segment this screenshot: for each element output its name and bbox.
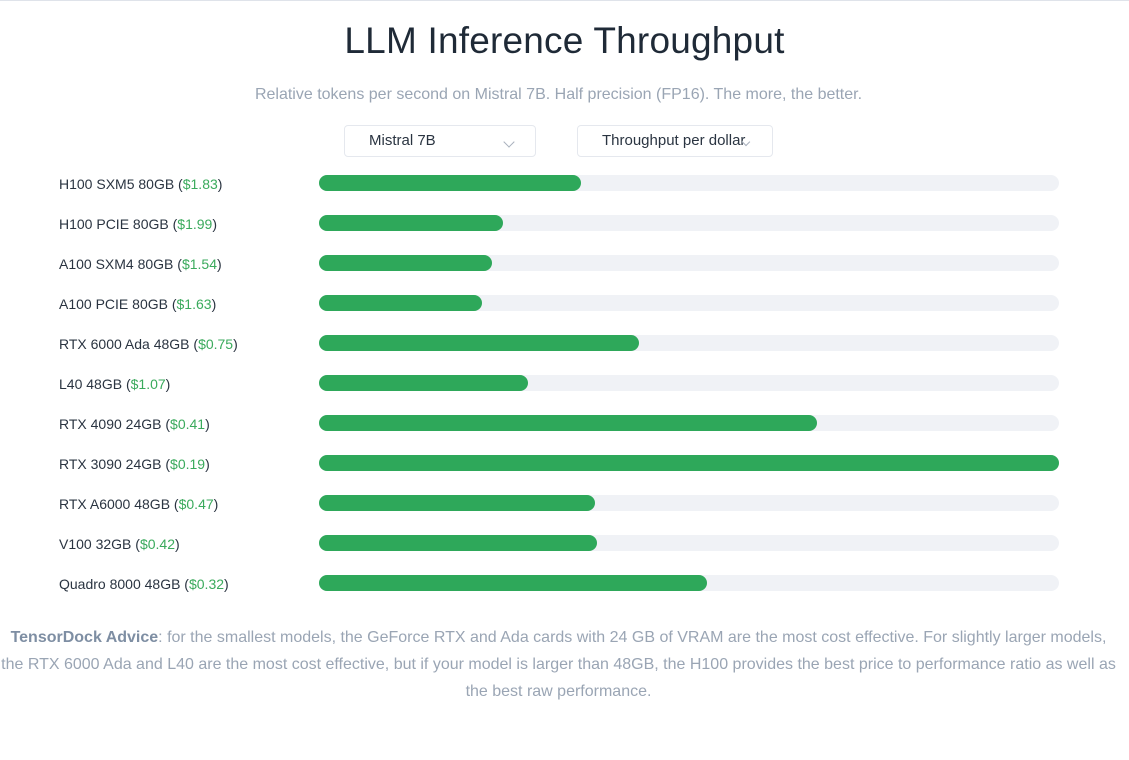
gpu-label: H100 SXM5 80GB ($1.83)	[59, 176, 222, 192]
bar-track	[319, 335, 1059, 351]
model-select[interactable]: Mistral 7B	[344, 125, 536, 157]
gpu-price: $1.99	[177, 216, 213, 232]
gpu-price: $1.83	[182, 176, 218, 192]
paren-close: )	[233, 336, 238, 352]
gpu-name: H100 PCIE 80GB	[59, 216, 169, 232]
gpu-price: $0.42	[139, 536, 175, 552]
gpu-name: A100 PCIE 80GB	[59, 296, 168, 312]
bar	[319, 215, 503, 231]
bar-track	[319, 375, 1059, 391]
chevron-down-icon	[503, 136, 515, 148]
gpu-label: RTX 4090 24GB ($0.41)	[59, 416, 210, 432]
paren-open: (	[170, 496, 179, 512]
chart-subtitle: Relative tokens per second on Mistral 7B…	[254, 86, 863, 103]
gpu-name: L40 48GB	[59, 376, 123, 392]
bar-track	[319, 535, 1059, 551]
gpu-price: $1.63	[176, 296, 212, 312]
gpu-name: V100 32GB	[59, 536, 132, 552]
chart-title: LLM Inference Throughput	[344, 20, 785, 61]
paren-close: )	[224, 576, 229, 592]
paren-close: )	[211, 296, 217, 312]
bar	[319, 255, 492, 271]
paren-open: (	[174, 176, 183, 192]
gpu-name: RTX A6000 48GB	[59, 496, 171, 512]
bar	[319, 335, 639, 351]
bar-track	[319, 255, 1059, 271]
gpu-label: V100 32GB ($0.42)	[59, 536, 180, 552]
metric-select[interactable]: Throughput per dollar	[577, 125, 773, 157]
bar	[319, 175, 581, 191]
paren-close: )	[205, 456, 210, 472]
metric-select-value: Throughput per dollar	[602, 132, 746, 149]
bar-track	[319, 295, 1059, 311]
gpu-name: RTX 3090 24GB	[59, 456, 162, 472]
gpu-label: RTX 3090 24GB ($0.19)	[59, 456, 210, 472]
gpu-price: $1.07	[130, 376, 166, 392]
bar-track	[319, 455, 1059, 471]
gpu-label: RTX A6000 48GB ($0.47)	[59, 496, 218, 512]
bar-track	[319, 215, 1059, 231]
paren-open: (	[189, 336, 199, 352]
gpu-name: A100 SXM4 80GB	[59, 256, 174, 272]
paren-open: (	[180, 576, 189, 592]
paren-open: (	[161, 416, 171, 432]
gpu-name: RTX 6000 Ada 48GB	[59, 336, 190, 352]
top-divider	[0, 0, 1129, 1]
paren-open: (	[168, 216, 178, 232]
gpu-label: H100 PCIE 80GB ($1.99)	[59, 216, 217, 232]
advice-brand: TensorDock Advice	[10, 629, 159, 646]
paren-close: )	[217, 256, 222, 272]
bar-track	[319, 415, 1059, 431]
paren-close: )	[213, 496, 219, 512]
paren-close: )	[165, 376, 171, 392]
gpu-price: $0.75	[198, 336, 234, 352]
gpu-label: A100 SXM4 80GB ($1.54)	[59, 256, 222, 272]
paren-open: (	[122, 376, 131, 392]
paren-open: (	[131, 536, 140, 552]
paren-close: )	[205, 416, 210, 432]
gpu-label: L40 48GB ($1.07)	[59, 376, 170, 392]
bar	[319, 375, 528, 391]
gpu-label: A100 PCIE 80GB ($1.63)	[59, 296, 216, 312]
gpu-label: Quadro 8000 48GB ($0.32)	[59, 576, 229, 592]
gpu-name: H100 SXM5 80GB	[59, 176, 175, 192]
paren-close: )	[175, 536, 180, 552]
bar-track	[319, 175, 1059, 191]
gpu-price: $0.19	[170, 456, 206, 472]
paren-close: )	[217, 176, 223, 192]
advice-body: : for the smallest models, the GeForce R…	[1, 629, 1116, 700]
paren-close: )	[212, 216, 218, 232]
bar-track	[319, 575, 1059, 591]
bar	[319, 535, 597, 551]
gpu-label: RTX 6000 Ada 48GB ($0.75)	[59, 336, 238, 352]
bar-track	[319, 495, 1059, 511]
gpu-price: $0.47	[178, 496, 214, 512]
bar	[319, 495, 595, 511]
bar	[319, 575, 707, 591]
paren-open: (	[161, 456, 171, 472]
gpu-price: $1.54	[181, 256, 218, 272]
paren-open: (	[167, 296, 177, 312]
advice-text: TensorDock Advice: for the smallest mode…	[0, 624, 1117, 705]
gpu-name: Quadro 8000 48GB	[59, 576, 181, 592]
model-select-value: Mistral 7B	[369, 132, 436, 149]
gpu-name: RTX 4090 24GB	[59, 416, 162, 432]
gpu-price: $0.32	[188, 576, 225, 592]
bar	[319, 295, 482, 311]
bar	[319, 455, 1059, 471]
gpu-price: $0.41	[170, 416, 206, 432]
paren-open: (	[173, 256, 182, 272]
bar	[319, 415, 817, 431]
